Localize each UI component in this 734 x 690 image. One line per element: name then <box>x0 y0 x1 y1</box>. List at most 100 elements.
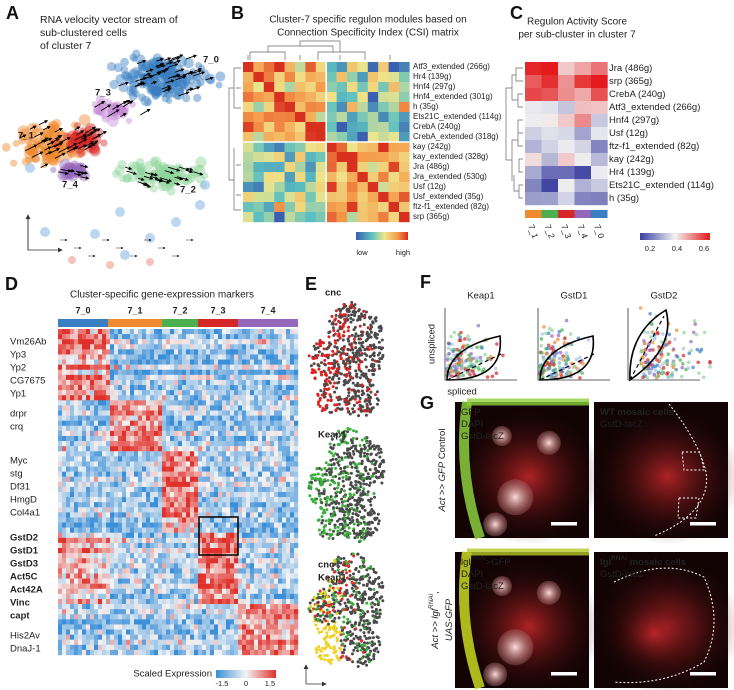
heatmap-cell <box>246 624 250 629</box>
heatmap-cell <box>234 619 238 624</box>
regulon-label: Atf3_extended (266g) <box>413 62 490 71</box>
heatmap-cell <box>282 563 286 568</box>
heatmap-cell <box>282 538 286 543</box>
heatmap-cell <box>94 385 98 390</box>
heatmap-cell <box>254 528 258 533</box>
heatmap-cell <box>202 553 206 558</box>
heatmap-cell <box>62 609 66 614</box>
heatmap-cell <box>262 354 266 359</box>
heatmap-cell <box>114 441 118 446</box>
heatmap-cell <box>202 635 206 640</box>
heatmap-cell <box>70 630 74 635</box>
heatmap-cell <box>262 614 266 619</box>
heatmap-cell <box>78 344 82 349</box>
heatmap-cell <box>86 523 90 528</box>
heatmap-cell <box>266 645 270 650</box>
heatmap-cell <box>122 446 126 451</box>
heatmap-cell <box>295 172 306 182</box>
heatmap-cell <box>186 609 190 614</box>
heatmap-cell <box>190 436 194 441</box>
heatmap-cell <box>138 477 142 482</box>
heatmap-cell <box>218 477 222 482</box>
heatmap-cell <box>74 614 78 619</box>
heatmap-cell <box>226 579 230 584</box>
heatmap-cell <box>162 619 166 624</box>
heatmap-cell <box>122 645 126 650</box>
heatmap-cell <box>230 589 234 594</box>
heatmap-cell <box>98 339 102 344</box>
heatmap-cell <box>118 334 122 339</box>
heatmap-cell <box>210 365 214 370</box>
heatmap-cell <box>170 548 174 553</box>
heatmap-cell <box>210 375 214 380</box>
heatmap-cell <box>178 574 182 579</box>
heatmap-cell <box>110 385 114 390</box>
heatmap-cell <box>190 344 194 349</box>
heatmap-cell <box>82 523 86 528</box>
heatmap-cell <box>290 421 294 426</box>
heatmap-cell <box>170 574 174 579</box>
heatmap-cell <box>186 446 190 451</box>
heatmap-cell <box>170 375 174 380</box>
heatmap-cell <box>206 411 210 416</box>
heatmap-cell <box>282 624 286 629</box>
heatmap-cell <box>242 517 246 522</box>
heatmap-cell <box>114 365 118 370</box>
heatmap-cell <box>282 436 286 441</box>
heatmap-cell <box>262 548 266 553</box>
heatmap-cell <box>285 182 296 192</box>
heatmap-cell <box>98 497 102 502</box>
heatmap-cell <box>178 365 182 370</box>
heatmap-cell <box>94 604 98 609</box>
heatmap-cell <box>62 492 66 497</box>
heatmap-cell <box>218 645 222 650</box>
heatmap-cell <box>142 543 146 548</box>
heatmap-cell <box>170 482 174 487</box>
cluster-bar <box>198 319 238 327</box>
heatmap-cell <box>246 487 250 492</box>
umap-point <box>333 391 336 394</box>
heatmap-cell <box>254 426 258 431</box>
heatmap-cell <box>150 553 154 558</box>
gene-label: Act5C <box>10 572 38 583</box>
heatmap-cell <box>78 589 82 594</box>
heatmap-cell <box>214 436 218 441</box>
heatmap-cell <box>142 456 146 461</box>
heatmap-cell <box>150 349 154 354</box>
heatmap-cell <box>166 492 170 497</box>
heatmap-cell <box>90 349 94 354</box>
heatmap-cell <box>94 589 98 594</box>
heatmap-cell <box>98 451 102 456</box>
heatmap-cell <box>154 365 158 370</box>
heatmap-cell <box>226 436 230 441</box>
regulon-label: h (35g) <box>413 102 439 111</box>
heatmap-cell <box>286 609 290 614</box>
heatmap-cell <box>194 349 198 354</box>
heatmap-cell <box>218 421 222 426</box>
heatmap-cell <box>110 360 114 365</box>
heatmap-cell <box>389 162 400 172</box>
heatmap-cell <box>286 523 290 528</box>
heatmap-cell <box>270 614 274 619</box>
heatmap-cell <box>78 365 82 370</box>
heatmap-cell <box>66 512 70 517</box>
heatmap-cell <box>90 528 94 533</box>
heatmap-cell <box>190 431 194 436</box>
heatmap-cell <box>106 461 110 466</box>
heatmap-cell <box>102 492 106 497</box>
heatmap-cell <box>210 492 214 497</box>
heatmap-cell <box>278 492 282 497</box>
heatmap-cell <box>290 461 294 466</box>
heatmap-cell <box>286 334 290 339</box>
heatmap-cell <box>170 385 174 390</box>
heatmap-cell <box>138 441 142 446</box>
heatmap-cell <box>206 354 210 359</box>
cell-point <box>146 258 154 266</box>
heatmap-cell <box>242 375 246 380</box>
heatmap-cell <box>118 492 122 497</box>
heatmap-cell <box>222 380 226 385</box>
heatmap-cell <box>282 528 286 533</box>
heatmap-cell <box>166 461 170 466</box>
heatmap-cell <box>110 512 114 517</box>
heatmap-cell <box>286 492 290 497</box>
